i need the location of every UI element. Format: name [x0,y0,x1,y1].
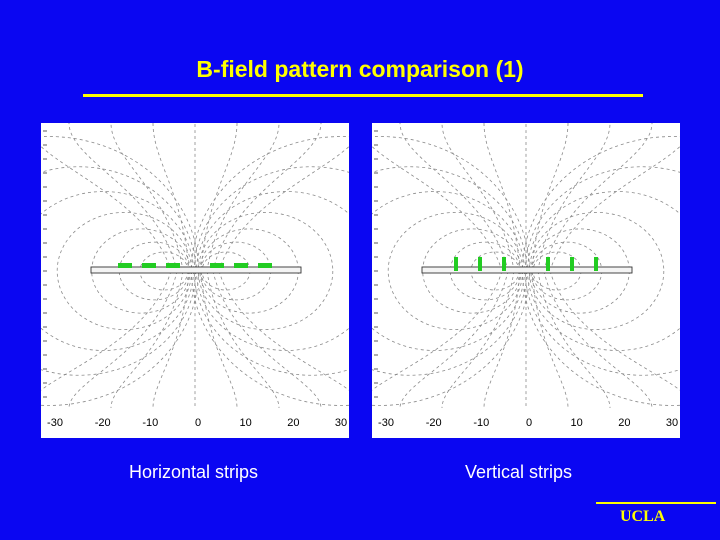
x-tick-label: 10 [571,417,583,429]
x-tick-label: -10 [142,417,158,429]
flux-line-bottom [399,270,509,409]
flux-line-bottom [483,270,521,409]
strip-horizontal [118,263,132,268]
flux-line-bottom [549,270,680,391]
flux-line-bottom [543,270,653,409]
flux-line-bottom [531,270,569,409]
x-tick-label: 0 [195,417,201,429]
x-tick-label: 10 [240,417,252,429]
flux-line-bottom [372,270,503,391]
flux-line-bottom [152,270,190,409]
title-underline [83,94,643,97]
x-tick-label: 0 [526,417,532,429]
flux-line-bottom [68,270,178,409]
field-plot-vertical-strips: -30 -20 -10 0 10 20 30 [372,123,680,438]
flux-line-top [212,123,322,272]
x-tick-label: 20 [287,417,299,429]
caption-horizontal-strips: Horizontal strips [129,462,259,482]
flux-line-top [41,145,172,272]
flux-line-bottom [218,270,349,391]
flux-line-top [372,145,503,272]
flux-line-bottom [441,270,515,409]
x-tick-label: -20 [95,417,111,429]
strips [118,263,272,268]
strip-horizontal [142,263,156,268]
slide-title: B-field pattern comparison (1) [196,56,524,82]
flux-line-top [483,123,521,272]
field-loop [198,212,334,330]
x-tick-label: -20 [426,417,442,429]
strip-vertical [478,257,482,271]
flux-line-bottom [537,270,611,409]
field-lines [41,123,349,409]
strip-horizontal [258,263,272,268]
x-tick-label: 30 [666,417,678,429]
flux-line-top [531,123,569,272]
flux-line-bottom [206,270,280,409]
x-tick-label: -10 [473,417,489,429]
flux-line-bottom [41,270,172,391]
strip-vertical [570,257,574,271]
flux-line-top [152,123,190,272]
caption-vertical-strips: Vertical strips [465,462,573,482]
footer-rule [596,502,716,504]
field-plot-horizontal-strips: -30 -20 -10 0 10 20 30 [41,123,349,438]
flux-line-top [110,123,184,272]
flux-line-top [441,123,515,272]
field-plot-svg-left: -30 -20 -10 0 10 20 30 [41,123,349,429]
flux-line-top [200,123,238,272]
substrate-bar [90,266,302,274]
strips [454,257,598,271]
flux-line-top [399,123,509,272]
flux-line-top [549,145,680,272]
flux-line-top [543,123,653,272]
flux-line-top [218,145,349,272]
strip-horizontal [166,263,180,268]
strip-vertical [546,257,550,271]
flux-line-top [537,123,611,272]
flux-line-bottom [110,270,184,409]
flux-line-bottom [200,270,238,409]
strip-vertical [502,257,506,271]
field-loop [529,212,665,330]
field-lines [372,123,680,409]
flux-line-bottom [212,270,322,409]
field-loop [191,136,349,406]
strip-vertical [454,257,458,271]
x-tick-label: -30 [378,417,394,429]
field-plot-svg-right: -30 -20 -10 0 10 20 30 [372,123,680,429]
strip-horizontal [210,263,224,268]
flux-line-top [68,123,178,272]
strip-horizontal [234,263,248,268]
x-tick-label: 20 [618,417,630,429]
x-tick-label: -30 [47,417,63,429]
flux-line-top [206,123,280,272]
x-tick-label: 30 [335,417,347,429]
ucla-logo: UCLA [620,508,666,525]
substrate-bar [421,266,633,274]
strip-vertical [594,257,598,271]
field-loop [522,136,680,406]
